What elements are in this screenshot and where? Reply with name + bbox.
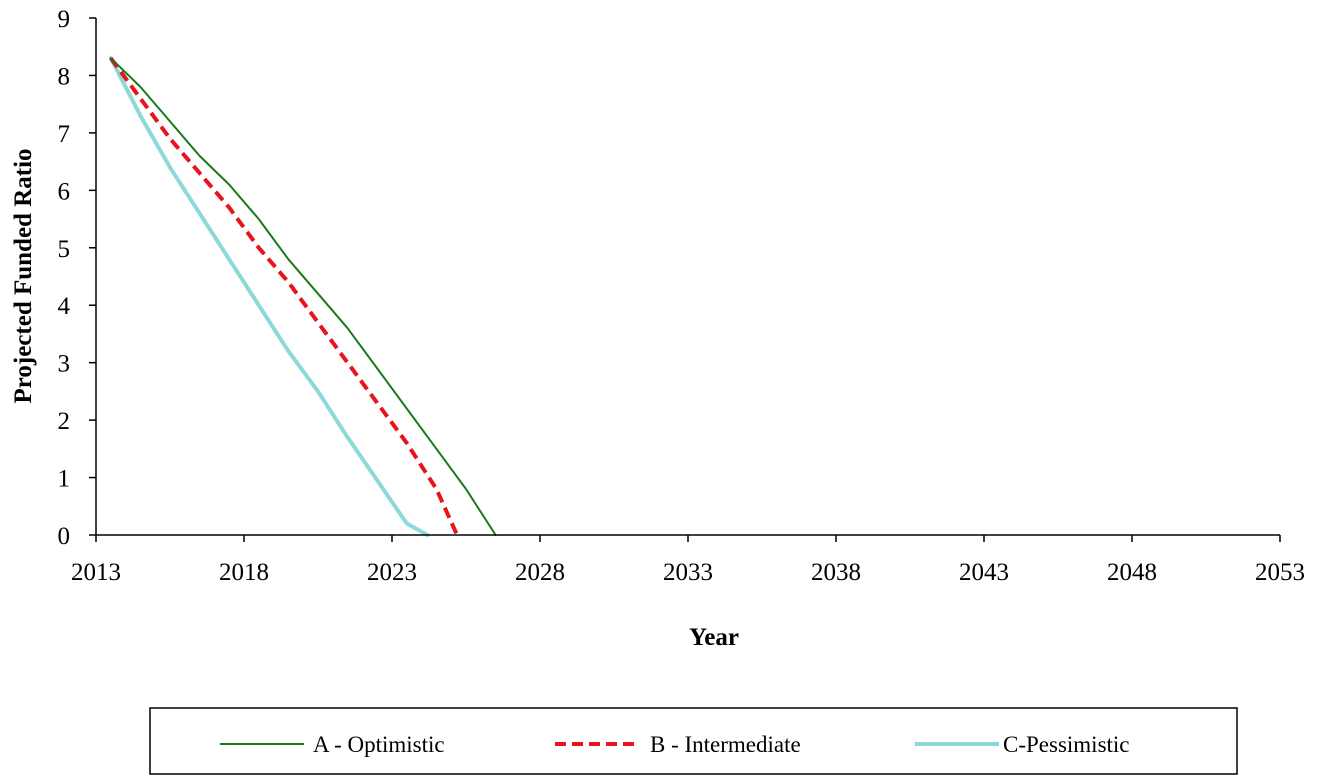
x-tick-label: 2043 — [959, 559, 1009, 586]
x-axis-ticks: 2013 2018 2023 2028 2033 2038 2043 2048 2053 — [71, 535, 1305, 586]
y-tick-label: 6 — [58, 178, 71, 205]
y-tick-label: 1 — [58, 466, 71, 493]
series-line-a — [109, 57, 497, 536]
y-axis-ticks: 0 1 2 3 4 5 6 7 8 9 — [58, 6, 96, 550]
legend-label: A - Optimistic — [313, 732, 445, 757]
y-tick-label: 5 — [58, 236, 71, 263]
plot-area — [108, 56, 497, 537]
legend-label: C-Pessimistic — [1003, 732, 1130, 757]
x-tick-label: 2038 — [811, 559, 861, 586]
x-tick-label: 2023 — [367, 559, 417, 586]
y-tick-label: 9 — [58, 6, 71, 33]
y-axis-title: Projected Funded Ratio — [10, 148, 37, 403]
x-tick-label: 2033 — [663, 559, 713, 586]
x-tick-label: 2018 — [219, 559, 269, 586]
y-tick-label: 3 — [58, 351, 71, 378]
y-tick-label: 8 — [58, 63, 71, 90]
x-tick-label: 2053 — [1255, 559, 1305, 586]
legend: A - Optimistic B - Intermediate C-Pessimis… — [149, 707, 1238, 775]
x-tick-label: 2028 — [515, 559, 565, 586]
legend-box — [149, 707, 1238, 775]
series-line-b — [109, 57, 459, 536]
legend-label: B - Intermediate — [650, 732, 801, 757]
x-axis-title: Year — [689, 624, 739, 651]
y-tick-label: 0 — [58, 523, 71, 550]
series-line-c — [108, 56, 430, 537]
x-tick-label: 2048 — [1107, 559, 1157, 586]
y-tick-label: 2 — [58, 408, 71, 435]
x-tick-label: 2013 — [71, 559, 121, 586]
y-tick-label: 7 — [58, 121, 71, 148]
y-tick-label: 4 — [58, 293, 71, 320]
